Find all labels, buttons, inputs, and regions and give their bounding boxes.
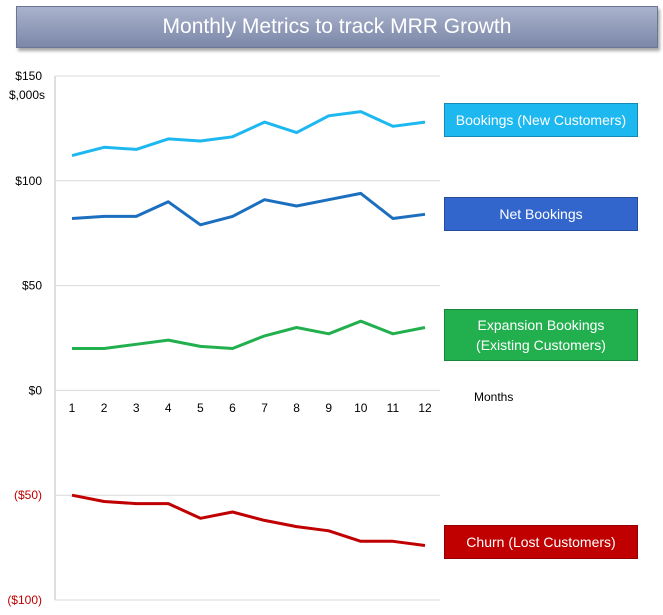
series-label-box: Net Bookings [444, 197, 638, 231]
x-tick-label: 6 [229, 401, 236, 415]
series-label-text: Churn (Lost Customers) [466, 534, 616, 550]
series-line [71, 191, 426, 227]
x-tick-label: 12 [418, 401, 432, 415]
x-tick-label: 8 [293, 401, 300, 415]
series-label-box: Churn (Lost Customers) [444, 525, 638, 559]
x-tick-label: 5 [197, 401, 204, 415]
series-label-text: Expansion Bookings [477, 317, 605, 333]
x-tick-label: 10 [354, 401, 368, 415]
series-line [72, 319, 426, 350]
y-tick-label: $150 [15, 69, 42, 83]
y-axis-unit-label: $,000s [9, 88, 45, 102]
y-tick-label: $50 [22, 279, 42, 293]
y-tick-label: $0 [29, 383, 43, 397]
series-label-box: Bookings (New Customers) [444, 103, 638, 137]
series-line [71, 110, 426, 158]
x-tick-label: 3 [133, 401, 140, 415]
y-tick-label: $100 [15, 174, 42, 188]
x-tick-label: 1 [69, 401, 76, 415]
series-label-text: (Existing Customers) [476, 337, 606, 353]
y-tick-label: ($100) [7, 593, 42, 607]
x-tick-label: 9 [325, 401, 332, 415]
x-tick-label: 11 [387, 401, 400, 415]
series-label-text: Bookings (New Customers) [455, 112, 627, 128]
x-axis-label: Months [474, 390, 513, 404]
series-line [71, 493, 426, 547]
x-tick-label: 7 [261, 401, 268, 415]
x-tick-label: 2 [101, 401, 108, 415]
y-tick-label: ($50) [14, 488, 42, 502]
x-tick-label: 4 [165, 401, 172, 415]
series-label-box: Expansion Bookings (Existing Customers) [444, 309, 638, 361]
series-label-text: Net Bookings [499, 206, 583, 222]
chart-title: Monthly Metrics to track MRR Growth [16, 6, 658, 48]
